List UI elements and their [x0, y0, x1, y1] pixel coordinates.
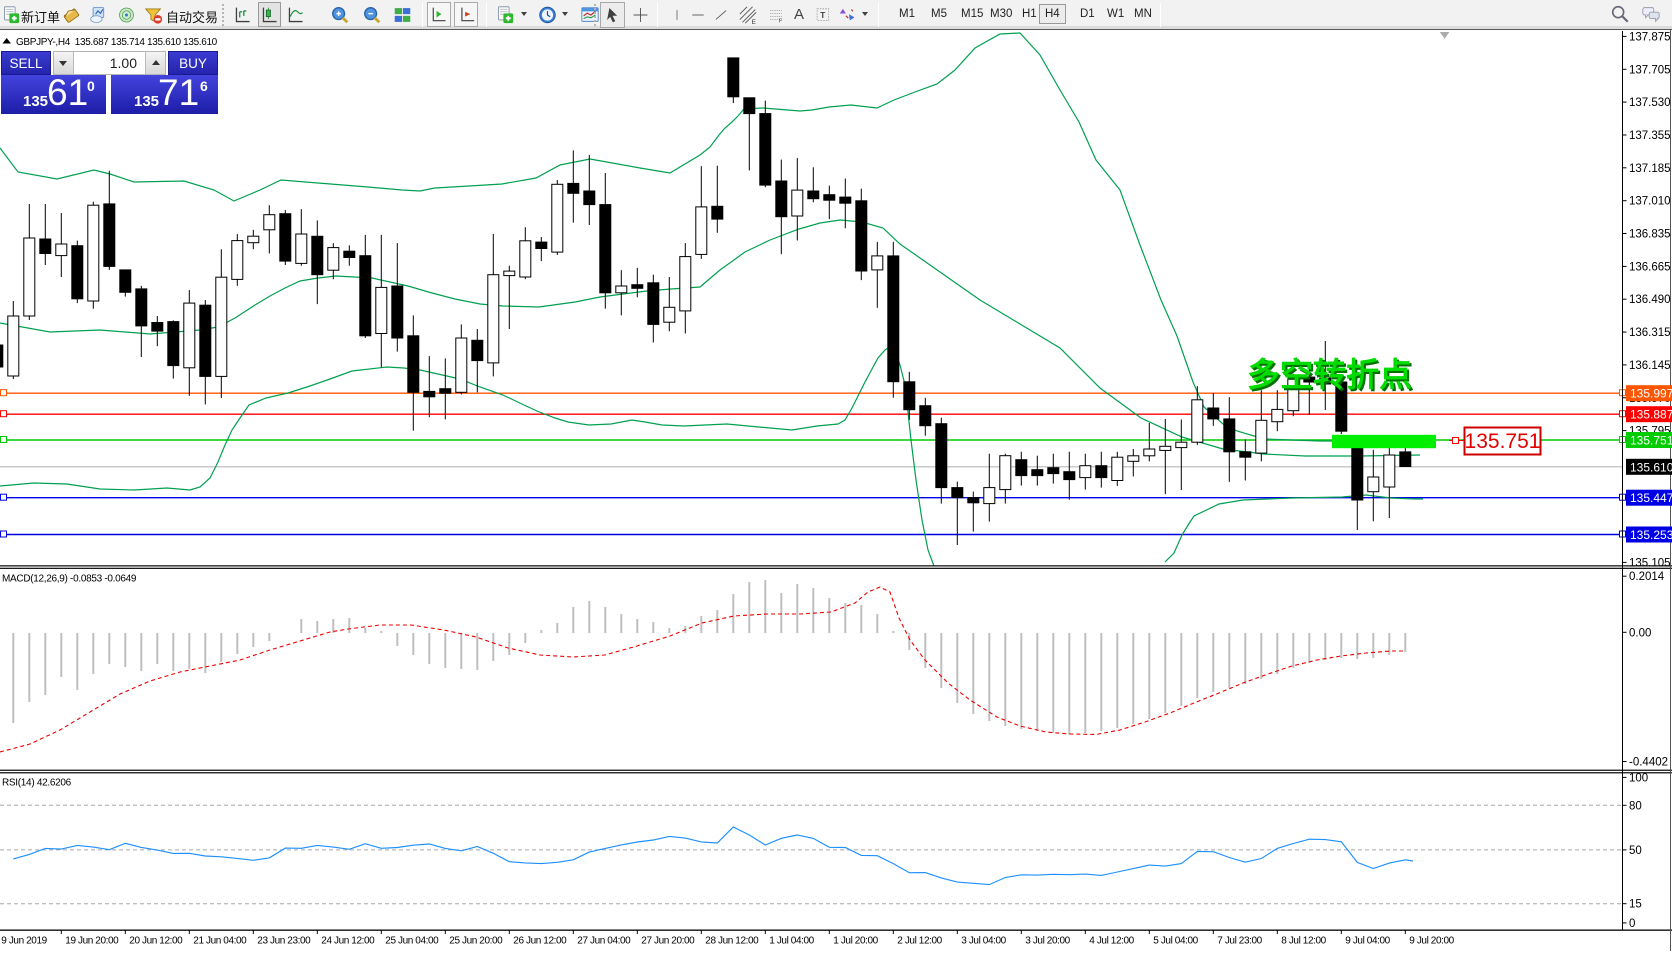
svg-text:3 Jul 20:00: 3 Jul 20:00 [1025, 936, 1070, 947]
svg-text:0: 0 [1629, 918, 1635, 930]
svg-text:26 Jun 12:00: 26 Jun 12:00 [513, 936, 567, 947]
svg-text:3 Jul 04:00: 3 Jul 04:00 [961, 936, 1006, 947]
svg-text:80: 80 [1629, 800, 1642, 812]
svg-text:9 Jun 2019: 9 Jun 2019 [1, 936, 47, 947]
svg-text:24 Jun 12:00: 24 Jun 12:00 [321, 936, 375, 947]
svg-text:27 Jun 04:00: 27 Jun 04:00 [577, 936, 631, 947]
svg-text:136.665: 136.665 [1629, 261, 1671, 273]
svg-text:RSI(14) 42.6206: RSI(14) 42.6206 [2, 778, 72, 789]
svg-text:100: 100 [1629, 772, 1648, 784]
svg-text:2 Jul 12:00: 2 Jul 12:00 [897, 936, 942, 947]
svg-text:GBPJPY-,H4 135.687 135.714 13: GBPJPY-,H4 135.687 135.714 135.610 135.6… [16, 37, 218, 48]
svg-text:T: T [820, 10, 826, 20]
svg-text:135.751: 135.751 [1465, 430, 1541, 453]
svg-text:0.00: 0.00 [1629, 627, 1651, 639]
svg-text:-0.4402: -0.4402 [1629, 757, 1668, 769]
svg-text:135.887: 135.887 [1630, 408, 1672, 422]
svg-text:21 Jun 04:00: 21 Jun 04:00 [193, 936, 247, 947]
svg-text:136.145: 136.145 [1629, 360, 1671, 372]
svg-text:F: F [779, 18, 782, 24]
svg-text:136.835: 136.835 [1629, 229, 1671, 241]
svg-text:135.997: 135.997 [1630, 387, 1672, 401]
svg-text:135.447: 135.447 [1630, 491, 1672, 505]
svg-text:23 Jun 23:00: 23 Jun 23:00 [257, 936, 311, 947]
svg-text:137.875: 137.875 [1629, 31, 1671, 43]
svg-text:137.010: 137.010 [1629, 196, 1671, 208]
svg-text:137.705: 137.705 [1629, 64, 1671, 76]
svg-text:136.490: 136.490 [1629, 294, 1671, 306]
svg-text:135.610: 135.610 [1630, 460, 1672, 474]
svg-text:E: E [752, 19, 756, 26]
svg-text:1 Jul 20:00: 1 Jul 20:00 [833, 936, 878, 947]
svg-text:27 Jun 20:00: 27 Jun 20:00 [641, 936, 695, 947]
svg-text:0.2014: 0.2014 [1629, 571, 1665, 583]
svg-text:8 Jul 12:00: 8 Jul 12:00 [1281, 936, 1326, 947]
svg-text:25 Jun 20:00: 25 Jun 20:00 [449, 936, 503, 947]
svg-text:5 Jul 04:00: 5 Jul 04:00 [1153, 936, 1198, 947]
svg-text:MACD(12,26,9) -0.0853 -0.0649: MACD(12,26,9) -0.0853 -0.0649 [2, 574, 137, 585]
svg-text:137.185: 137.185 [1629, 163, 1671, 175]
svg-text:136.315: 136.315 [1629, 327, 1671, 339]
svg-text:1 Jul 04:00: 1 Jul 04:00 [769, 936, 814, 947]
svg-text:137.355: 137.355 [1629, 130, 1671, 142]
svg-text:28 Jun 12:00: 28 Jun 12:00 [705, 936, 759, 947]
svg-text:9 Jul 04:00: 9 Jul 04:00 [1345, 936, 1390, 947]
svg-text:50: 50 [1629, 845, 1642, 857]
svg-text:135.751: 135.751 [1630, 434, 1672, 448]
svg-text:20 Jun 12:00: 20 Jun 12:00 [129, 936, 183, 947]
svg-text:19 Jun 20:00: 19 Jun 20:00 [65, 936, 119, 947]
svg-text:7 Jul 23:00: 7 Jul 23:00 [1217, 936, 1262, 947]
svg-text:15: 15 [1629, 899, 1642, 911]
svg-text:9 Jul 20:00: 9 Jul 20:00 [1409, 936, 1454, 947]
svg-text:135.253: 135.253 [1630, 528, 1672, 542]
svg-text:137.530: 137.530 [1629, 97, 1671, 109]
svg-text:135.105: 135.105 [1629, 557, 1671, 569]
svg-text:4 Jul 12:00: 4 Jul 12:00 [1089, 936, 1134, 947]
svg-text:25 Jun 04:00: 25 Jun 04:00 [385, 936, 439, 947]
svg-text:多空转折点: 多空转折点 [1249, 358, 1414, 395]
svg-text:多空转折点: 多空转折点 [1247, 356, 1412, 393]
